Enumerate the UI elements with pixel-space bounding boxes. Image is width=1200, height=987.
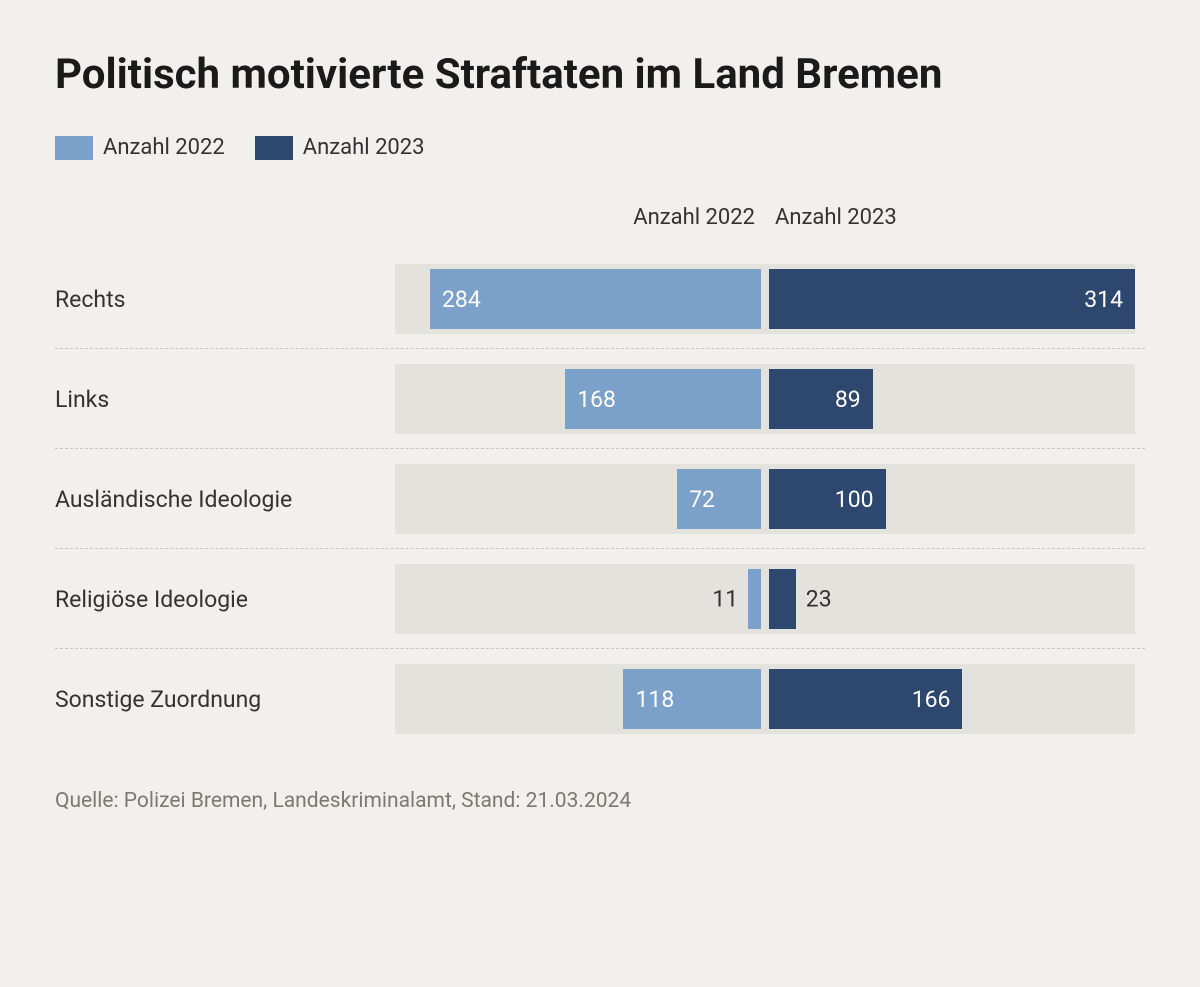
bar-cell-right: 314 — [765, 249, 1135, 349]
bar-cell-left: 168 — [395, 349, 765, 449]
column-headers: Anzahl 2022 Anzahl 2023 — [55, 205, 1145, 241]
chart-row: Ausländische Ideologie 72 100 — [55, 449, 1145, 549]
chart-title: Politisch motivierte Straftaten im Land … — [55, 50, 1145, 100]
legend-item: Anzahl 2022 — [55, 135, 225, 160]
bar-value-2023: 23 — [796, 586, 844, 613]
row-label: Ausländische Ideologie — [55, 486, 395, 513]
bar-2022: 168 — [565, 369, 761, 429]
bar-value-2023: 100 — [823, 486, 886, 513]
bar-value-2023: 314 — [1072, 286, 1135, 313]
row-label: Links — [55, 386, 395, 413]
bar-2023: 100 — [769, 469, 886, 529]
row-label: Religiöse Ideologie — [55, 586, 395, 613]
bar-cell-right: 89 — [765, 349, 1135, 449]
row-label: Sonstige Zuordnung — [55, 686, 395, 713]
column-header-left: Anzahl 2022 — [395, 205, 765, 241]
bar-cell-right: 100 — [765, 449, 1135, 549]
chart-row: Sonstige Zuordnung 118 166 — [55, 649, 1145, 749]
bar-value-2022: 11 — [700, 586, 748, 613]
bar-2023: 166 — [769, 669, 962, 729]
chart-row: Religiöse Ideologie1123 — [55, 549, 1145, 649]
legend-swatch-2022 — [55, 136, 93, 160]
bar-cell-right: 23 — [765, 549, 1135, 649]
legend: Anzahl 2022 Anzahl 2023 — [55, 135, 1145, 160]
column-header-right: Anzahl 2023 — [765, 205, 1135, 241]
bar-cell-left: 11 — [395, 549, 765, 649]
bar-2022: 11 — [748, 569, 761, 629]
bar-2023: 23 — [769, 569, 796, 629]
bar-2022: 118 — [623, 669, 761, 729]
chart-row: Rechts 284 314 — [55, 249, 1145, 349]
bar-value-2022: 72 — [677, 486, 727, 513]
bar-value-2023: 166 — [900, 686, 963, 713]
bar-value-2022: 168 — [565, 386, 628, 413]
bar-2023: 89 — [769, 369, 873, 429]
chart-rows: Rechts 284 314 Links 168 89 Ausländische Ideol… — [55, 249, 1145, 749]
bar-2022: 72 — [677, 469, 761, 529]
bar-cell-left: 72 — [395, 449, 765, 549]
row-label: Rechts — [55, 286, 395, 313]
bar-cell-left: 284 — [395, 249, 765, 349]
bar-2022: 284 — [430, 269, 761, 329]
bar-value-2023: 89 — [823, 386, 873, 413]
legend-swatch-2023 — [255, 136, 293, 160]
source-text: Quelle: Polizei Bremen, Landeskriminalam… — [55, 789, 1145, 813]
bar-2023: 314 — [769, 269, 1135, 329]
bar-cell-right: 166 — [765, 649, 1135, 749]
bar-value-2022: 118 — [623, 686, 686, 713]
header-spacer — [55, 205, 395, 241]
chart-row: Links 168 89 — [55, 349, 1145, 449]
legend-label: Anzahl 2023 — [303, 135, 425, 160]
legend-item: Anzahl 2023 — [255, 135, 425, 160]
bar-chart: Anzahl 2022 Anzahl 2023 Rechts 284 314 Link… — [55, 205, 1145, 749]
bar-value-2022: 284 — [430, 286, 493, 313]
bar-cell-left: 118 — [395, 649, 765, 749]
legend-label: Anzahl 2022 — [103, 135, 225, 160]
